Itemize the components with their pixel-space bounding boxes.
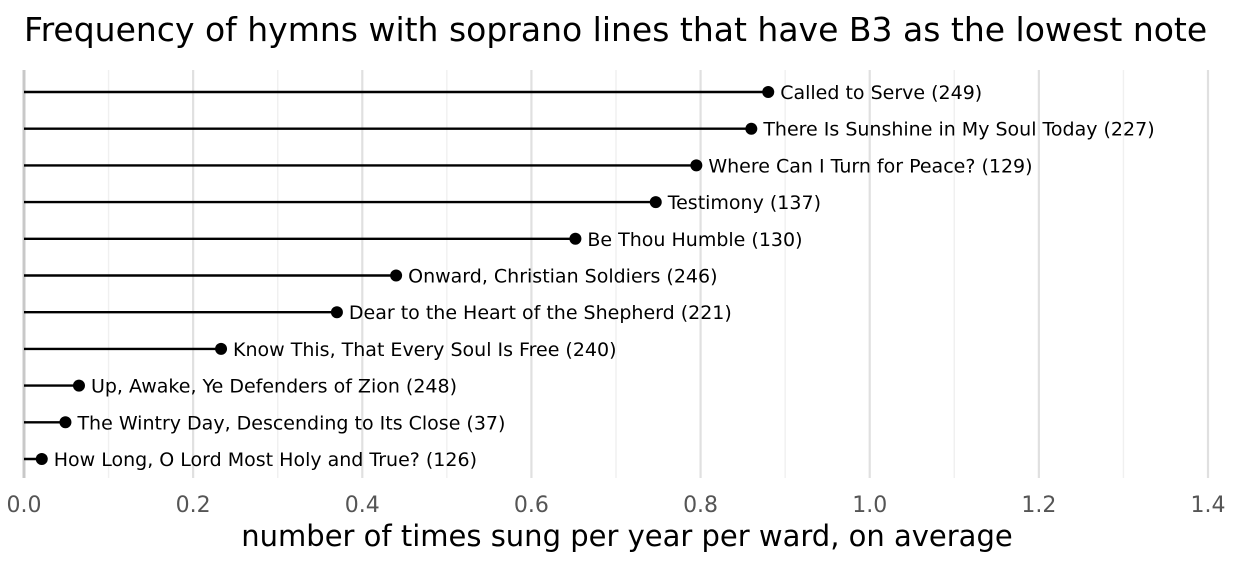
data-label: There Is Sunshine in My Soul Today (227) xyxy=(762,119,1154,141)
data-label: Up, Awake, Ye Defenders of Zion (248) xyxy=(91,376,457,398)
lollipop-row: Know This, That Every Soul Is Free (240) xyxy=(24,339,617,361)
lollipop-row: Testimony (137) xyxy=(24,192,821,214)
lollipop-point xyxy=(745,122,758,135)
x-tick-label: 0.6 xyxy=(514,493,549,518)
lollipop-row: Up, Awake, Ye Defenders of Zion (248) xyxy=(24,376,457,398)
lollipop-point xyxy=(215,342,228,355)
lollipop-row: Called to Serve (249) xyxy=(24,82,982,104)
data-label: The Wintry Day, Descending to Its Close … xyxy=(76,412,505,434)
lollipop-point xyxy=(649,196,662,209)
minor-gridlines xyxy=(107,70,1125,478)
lollipop-row: How Long, O Lord Most Holy and True? (12… xyxy=(24,449,477,471)
data-label: Dear to the Heart of the Shepherd (221) xyxy=(349,302,732,324)
lollipop-point xyxy=(330,306,343,319)
x-tick-label: 0.4 xyxy=(345,493,380,518)
data-label: How Long, O Lord Most Holy and True? (12… xyxy=(54,449,477,471)
chart-title: Frequency of hymns with soprano lines th… xyxy=(24,10,1208,49)
lollipop-point xyxy=(72,379,85,392)
data-label: Called to Serve (249) xyxy=(780,82,982,104)
data-label: Onward, Christian Soldiers (246) xyxy=(408,266,717,288)
lollipop-row: Dear to the Heart of the Shepherd (221) xyxy=(24,302,732,324)
lollipop-series: Called to Serve (249) There Is Sunshine i… xyxy=(24,82,1155,471)
data-label: Testimony (137) xyxy=(667,192,821,214)
lollipop-point xyxy=(390,269,403,282)
lollipop-point xyxy=(35,453,48,465)
lollipop-row: Where Can I Turn for Peace? (129) xyxy=(24,155,1033,177)
x-tick-label: 1.2 xyxy=(1021,493,1056,518)
x-tick-label: 1.0 xyxy=(852,493,887,518)
x-tick-label: 0.0 xyxy=(7,493,42,518)
x-tick-labels: 0.0 0.2 0.4 0.6 0.8 1.0 1.2 1.4 xyxy=(7,493,1226,518)
lollipop-point xyxy=(59,416,72,429)
x-tick-label: 0.8 xyxy=(683,493,718,518)
data-label: Be Thou Humble (130) xyxy=(587,229,802,251)
lollipop-row: Onward, Christian Soldiers (246) xyxy=(24,266,718,288)
lollipop-row: The Wintry Day, Descending to Its Close … xyxy=(24,412,505,434)
x-axis-label: number of times sung per year per ward, … xyxy=(241,519,1013,553)
x-tick-label: 0.2 xyxy=(176,493,211,518)
lollipop-row: Be Thou Humble (130) xyxy=(24,229,803,251)
lollipop-point xyxy=(569,232,582,245)
x-tick-label: 1.4 xyxy=(1191,493,1226,518)
data-label: Where Can I Turn for Peace? (129) xyxy=(708,155,1032,177)
lollipop-point xyxy=(762,86,775,98)
lollipop-point xyxy=(690,159,703,172)
data-label: Know This, That Every Soul Is Free (240) xyxy=(233,339,616,361)
lollipop-row: There Is Sunshine in My Soul Today (227) xyxy=(24,119,1155,141)
